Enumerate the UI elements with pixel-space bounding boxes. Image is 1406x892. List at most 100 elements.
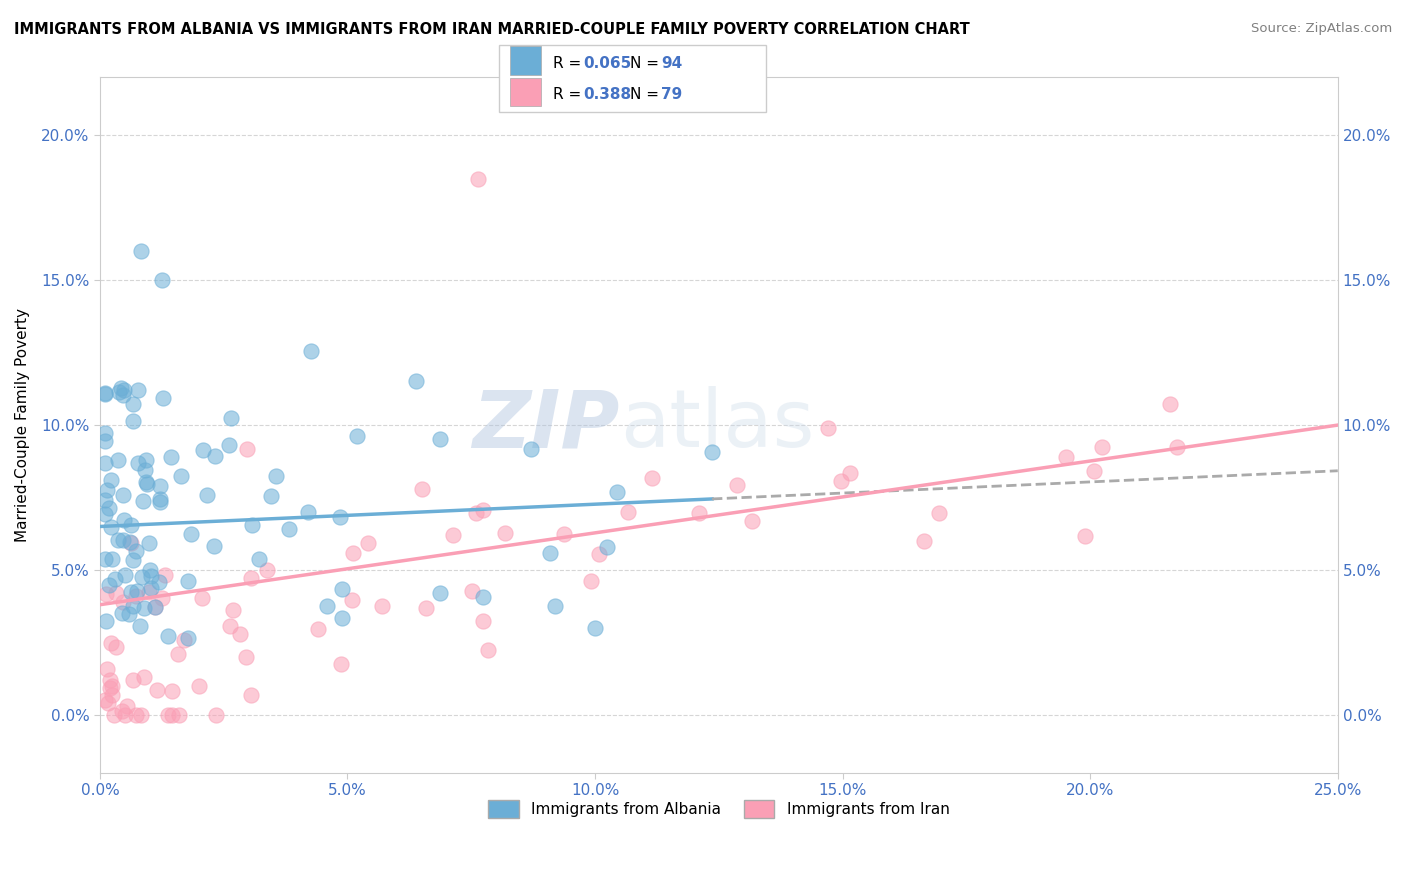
Point <box>460 584 482 599</box>
Point <box>107 533 129 547</box>
Text: 0.065: 0.065 <box>583 56 631 70</box>
Point <box>111 388 134 402</box>
Point <box>103 707 125 722</box>
Point <box>1054 450 1077 465</box>
Point <box>1159 397 1181 411</box>
Point <box>471 503 494 517</box>
Point <box>122 397 145 411</box>
Legend: Immigrants from Albania, Immigrants from Iran: Immigrants from Albania, Immigrants from… <box>482 795 956 824</box>
Point <box>912 533 935 548</box>
Point <box>340 592 363 607</box>
Point <box>122 414 145 428</box>
Point <box>125 589 148 603</box>
Point <box>139 569 162 583</box>
Point <box>135 452 157 467</box>
Point <box>94 456 117 470</box>
Point <box>579 574 602 588</box>
Point <box>240 688 263 702</box>
Point <box>167 707 190 722</box>
Point <box>114 707 136 722</box>
Point <box>299 344 322 359</box>
Point <box>606 485 628 500</box>
Text: R =: R = <box>553 87 586 103</box>
Point <box>117 699 139 714</box>
Point <box>236 442 259 456</box>
Point <box>471 591 494 605</box>
Point <box>725 478 748 492</box>
Point <box>118 534 141 549</box>
Point <box>494 525 516 540</box>
Point <box>315 599 337 614</box>
Point <box>153 567 176 582</box>
Point <box>138 536 160 550</box>
Point <box>135 475 157 490</box>
Point <box>330 582 353 596</box>
Point <box>167 648 190 662</box>
Point <box>471 615 494 629</box>
Point <box>405 374 427 388</box>
Point <box>111 533 134 547</box>
Point <box>839 466 862 480</box>
Point <box>129 707 152 722</box>
Point <box>202 539 225 553</box>
Point <box>204 449 226 463</box>
Point <box>148 495 170 509</box>
Point <box>122 673 145 688</box>
Point <box>104 573 127 587</box>
Point <box>329 657 352 672</box>
Point <box>111 488 134 502</box>
Point <box>94 386 117 401</box>
Point <box>187 679 209 693</box>
Point <box>105 640 128 654</box>
Point <box>329 509 352 524</box>
Point <box>441 528 464 542</box>
Point <box>100 636 122 650</box>
Point <box>100 473 122 487</box>
Point <box>157 629 180 643</box>
Point <box>228 627 250 641</box>
Point <box>150 591 173 606</box>
Point <box>94 508 117 522</box>
Point <box>97 697 120 711</box>
Point <box>132 494 155 508</box>
Point <box>411 482 433 496</box>
Point <box>120 517 142 532</box>
Point <box>204 707 226 722</box>
Point <box>107 453 129 467</box>
Point <box>588 547 610 561</box>
Point <box>148 574 170 589</box>
Point <box>235 650 257 665</box>
Point <box>616 505 638 519</box>
Point <box>98 681 121 695</box>
Point <box>150 273 173 287</box>
Point <box>94 426 117 441</box>
Point <box>146 683 169 698</box>
Point <box>122 553 145 567</box>
Point <box>101 679 124 693</box>
Point <box>141 581 163 595</box>
Point <box>111 607 134 621</box>
Point <box>112 383 135 397</box>
Point <box>583 621 606 635</box>
Point <box>817 421 839 435</box>
Point <box>477 643 499 657</box>
Point <box>125 707 148 722</box>
Text: IMMIGRANTS FROM ALBANIA VS IMMIGRANTS FROM IRAN MARRIED-COUPLE FAMILY POVERTY CO: IMMIGRANTS FROM ALBANIA VS IMMIGRANTS FR… <box>14 22 970 37</box>
Point <box>219 411 242 425</box>
Point <box>1166 440 1188 454</box>
Text: N =: N = <box>630 56 664 70</box>
Text: N =: N = <box>630 87 664 103</box>
Point <box>640 471 662 485</box>
Point <box>191 443 214 458</box>
Point <box>94 551 117 566</box>
Point <box>249 551 271 566</box>
Point <box>149 491 172 506</box>
Point <box>94 492 117 507</box>
Point <box>101 688 124 702</box>
Point <box>98 578 121 592</box>
Point <box>160 684 183 698</box>
Point <box>104 586 127 600</box>
Text: Source: ZipAtlas.com: Source: ZipAtlas.com <box>1251 22 1392 36</box>
Point <box>100 520 122 534</box>
Point <box>278 522 301 536</box>
